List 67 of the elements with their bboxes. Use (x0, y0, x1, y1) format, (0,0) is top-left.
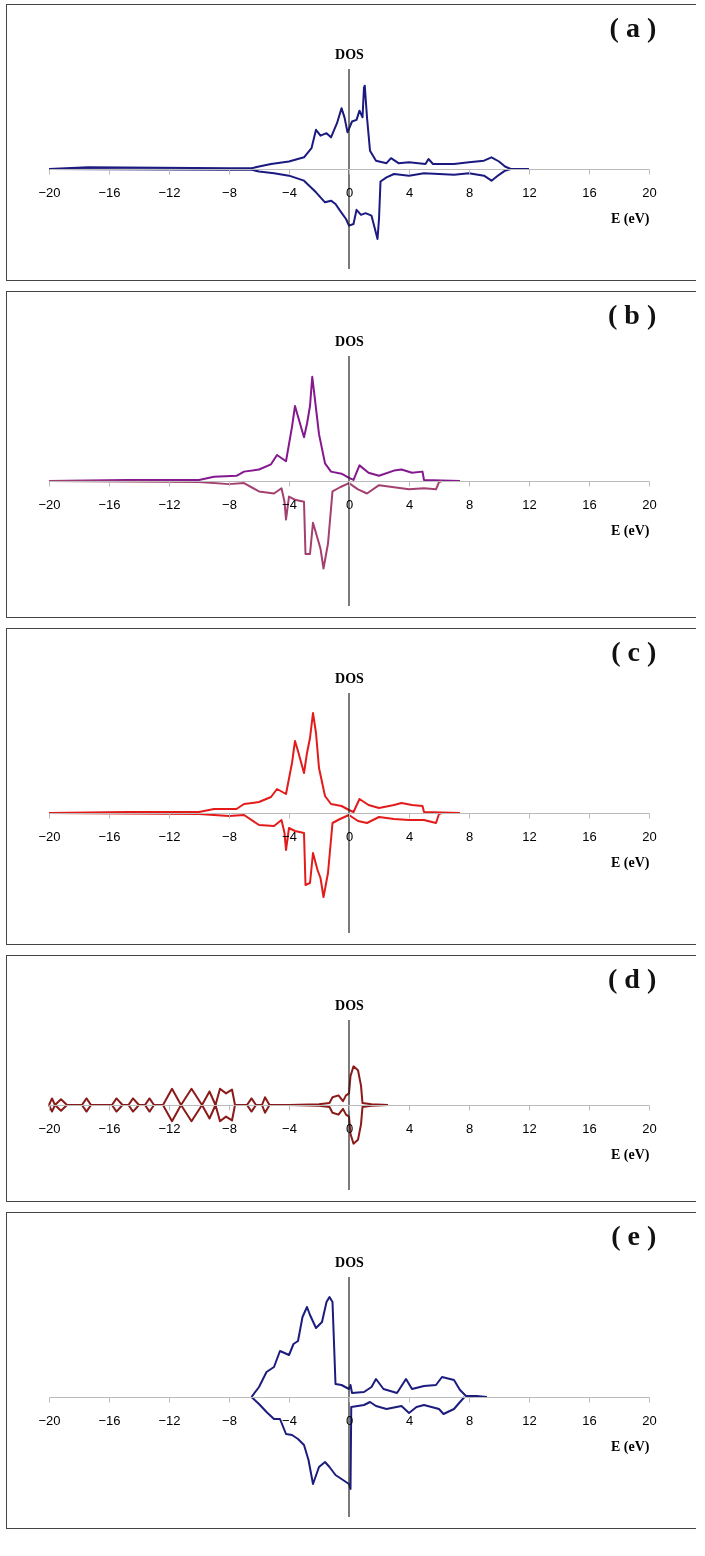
x-tick-label: 8 (465, 184, 474, 200)
x-tick-label: 16 (582, 184, 597, 200)
x-tick-label: 12 (522, 1120, 537, 1136)
y-axis-title: DOS (335, 333, 365, 349)
x-axis-title: E (eV) (611, 1438, 650, 1455)
x-tick-label: −20 (38, 496, 61, 512)
x-axis-title: E (eV) (611, 1146, 650, 1163)
x-tick-label: 4 (405, 1412, 414, 1428)
x-tick-label: −8 (222, 1412, 237, 1428)
x-tick-label: 4 (405, 828, 414, 844)
x-tick-label: −4 (282, 184, 297, 200)
x-tick-label: −16 (98, 1120, 121, 1136)
y-axis-title: DOS (335, 1254, 365, 1270)
x-tick-label: 20 (642, 184, 657, 200)
x-tick-label: 8 (465, 1412, 474, 1428)
x-tick-label: −16 (98, 184, 121, 200)
x-tick-label: 20 (642, 1412, 657, 1428)
x-tick-label: 20 (642, 1120, 657, 1136)
x-tick-label: −12 (158, 828, 181, 844)
x-tick-label: 12 (522, 184, 537, 200)
x-tick-label: 12 (522, 828, 537, 844)
x-tick-label: 20 (642, 496, 657, 512)
x-tick-label: −8 (222, 1120, 237, 1136)
x-tick-label: 12 (522, 1412, 537, 1428)
chart-title: ( d ) (608, 963, 657, 994)
x-tick-label: −20 (38, 828, 61, 844)
x-tick-label: 16 (582, 496, 597, 512)
y-axis-title: DOS (335, 997, 365, 1013)
x-axis-title: E (eV) (611, 522, 650, 539)
x-tick-label: 8 (465, 496, 474, 512)
x-axis-title: E (eV) (611, 854, 650, 871)
x-tick-label: −16 (98, 828, 121, 844)
x-tick-label: 12 (522, 496, 537, 512)
x-tick-label: −8 (222, 828, 237, 844)
x-tick-label: −8 (222, 496, 237, 512)
x-tick-label: 16 (582, 828, 597, 844)
x-tick-label: 0 (345, 184, 354, 200)
x-tick-label: 4 (405, 184, 414, 200)
x-tick-label: 8 (465, 828, 474, 844)
x-tick-label: 0 (345, 828, 354, 844)
x-tick-label: 20 (642, 828, 657, 844)
chart-title: ( c ) (611, 636, 657, 667)
x-tick-label: −12 (158, 184, 181, 200)
x-tick-label: −4 (282, 1120, 297, 1136)
x-tick-label: −12 (158, 496, 181, 512)
x-tick-label: 4 (405, 496, 414, 512)
x-tick-label: −12 (158, 1120, 181, 1136)
chart-title: ( a ) (609, 12, 657, 43)
x-tick-label: −20 (38, 1412, 61, 1428)
x-tick-label: 4 (405, 1120, 414, 1136)
x-tick-label: 16 (582, 1412, 597, 1428)
chart-title: ( e ) (611, 1220, 657, 1251)
x-tick-label: −8 (222, 184, 237, 200)
x-tick-label: −12 (158, 1412, 181, 1428)
x-tick-label: 0 (345, 496, 354, 512)
chart-title: ( b ) (608, 299, 657, 330)
x-tick-label: −16 (98, 496, 121, 512)
x-tick-label: 16 (582, 1120, 597, 1136)
x-tick-label: −20 (38, 1120, 61, 1136)
y-axis-title: DOS (335, 670, 365, 686)
y-axis-title: DOS (335, 46, 365, 62)
x-axis-title: E (eV) (611, 210, 650, 227)
x-tick-label: −4 (282, 1412, 297, 1428)
x-tick-label: 0 (345, 1412, 354, 1428)
x-tick-label: −16 (98, 1412, 121, 1428)
x-tick-label: 8 (465, 1120, 474, 1136)
x-tick-label: −20 (38, 184, 61, 200)
